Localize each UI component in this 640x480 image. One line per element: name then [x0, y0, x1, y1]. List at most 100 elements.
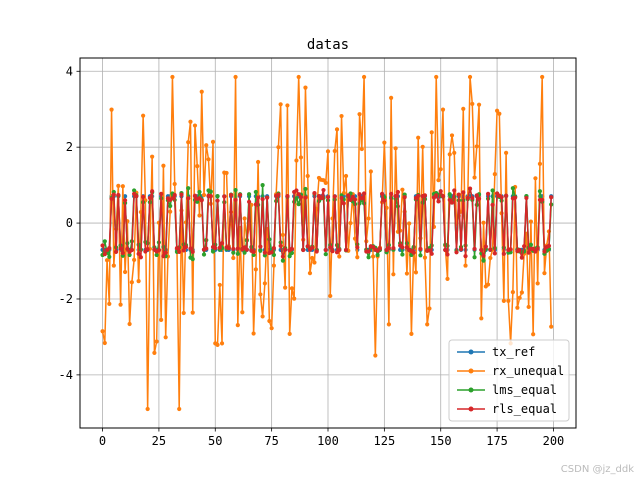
data-point: [120, 250, 125, 256]
data-point: [517, 295, 522, 300]
data-point: [208, 194, 213, 199]
data-point: [422, 193, 428, 198]
data-point: [542, 249, 547, 254]
y-tick-label: -2: [59, 292, 73, 306]
data-point: [443, 247, 448, 253]
data-point: [122, 198, 128, 203]
data-point: [373, 353, 378, 358]
data-point: [228, 192, 234, 198]
data-point: [494, 108, 500, 113]
data-point: [125, 246, 130, 251]
data-point: [177, 249, 182, 255]
data-point: [235, 323, 240, 328]
data-point: [289, 286, 295, 291]
data-point: [339, 195, 344, 201]
data-point: [219, 341, 225, 346]
data-point: [260, 197, 265, 202]
data-point: [188, 246, 193, 251]
data-point: [400, 245, 405, 250]
data-point: [190, 310, 195, 315]
legend-marker: [468, 406, 474, 412]
data-point: [352, 197, 358, 202]
data-point: [526, 304, 531, 310]
data-point: [233, 197, 238, 203]
data-point: [436, 199, 441, 204]
data-point: [120, 184, 125, 189]
data-point: [438, 167, 443, 172]
data-point: [310, 245, 315, 250]
data-point: [339, 113, 344, 119]
x-axis: 0 25 50 75 100 125 150 175 200: [99, 428, 564, 448]
data-point: [461, 190, 466, 195]
data-point: [195, 199, 200, 204]
legend-label: rls_equal: [492, 402, 557, 416]
data-point: [458, 247, 464, 252]
data-point: [542, 271, 547, 276]
y-axis: -4 -2 0 2 4: [59, 64, 80, 382]
data-point: [492, 172, 497, 177]
data-point: [201, 192, 207, 198]
data-point: [323, 252, 328, 257]
data-point: [510, 290, 515, 295]
data-point: [197, 189, 202, 195]
data-point: [513, 195, 518, 200]
data-point: [328, 245, 333, 250]
data-point: [122, 269, 128, 275]
data-point: [465, 195, 470, 201]
data-point: [285, 194, 290, 199]
data-point: [296, 192, 301, 197]
data-point: [246, 199, 252, 204]
data-point: [434, 193, 439, 198]
data-point: [283, 285, 288, 290]
data-point: [224, 170, 229, 176]
data-point: [107, 246, 112, 251]
data-point: [116, 183, 121, 188]
data-point: [276, 192, 281, 197]
data-point: [233, 74, 238, 80]
data-point: [113, 249, 119, 255]
data-point: [325, 149, 331, 154]
data-point: [267, 318, 272, 324]
data-point: [506, 298, 511, 303]
data-point: [181, 310, 186, 316]
data-point: [287, 253, 292, 259]
data-point: [314, 249, 319, 254]
data-point: [186, 186, 191, 191]
data-point: [476, 196, 482, 201]
data-point: [409, 331, 414, 336]
data-point: [188, 119, 193, 124]
x-tick-label: 175: [486, 434, 508, 448]
data-point: [456, 192, 461, 197]
data-point: [485, 191, 491, 196]
data-point: [107, 254, 112, 259]
data-point: [427, 306, 432, 311]
data-point: [490, 202, 495, 207]
legend-marker: [468, 387, 474, 393]
data-point: [109, 107, 114, 112]
data-point: [174, 246, 180, 251]
data-point: [271, 263, 276, 268]
data-point: [183, 244, 189, 250]
data-point: [231, 246, 236, 251]
data-point: [549, 324, 554, 329]
y-tick-label: 2: [66, 140, 73, 154]
x-tick-label: 100: [317, 434, 339, 448]
data-point: [310, 255, 315, 261]
data-point: [242, 250, 247, 255]
data-point: [145, 247, 150, 252]
data-point: [341, 201, 346, 206]
data-point: [118, 302, 123, 307]
data-point: [168, 203, 173, 209]
data-point: [499, 195, 504, 200]
data-point: [129, 280, 134, 285]
data-point: [440, 194, 446, 199]
data-point: [348, 197, 353, 203]
legend-item-rls_equal: rls_equal: [457, 402, 557, 416]
data-point: [323, 180, 328, 185]
data-point: [204, 246, 209, 251]
legend-item-tx_ref: tx_ref: [457, 345, 535, 359]
data-point: [492, 251, 497, 256]
data-point: [296, 202, 301, 207]
data-point: [395, 189, 400, 195]
